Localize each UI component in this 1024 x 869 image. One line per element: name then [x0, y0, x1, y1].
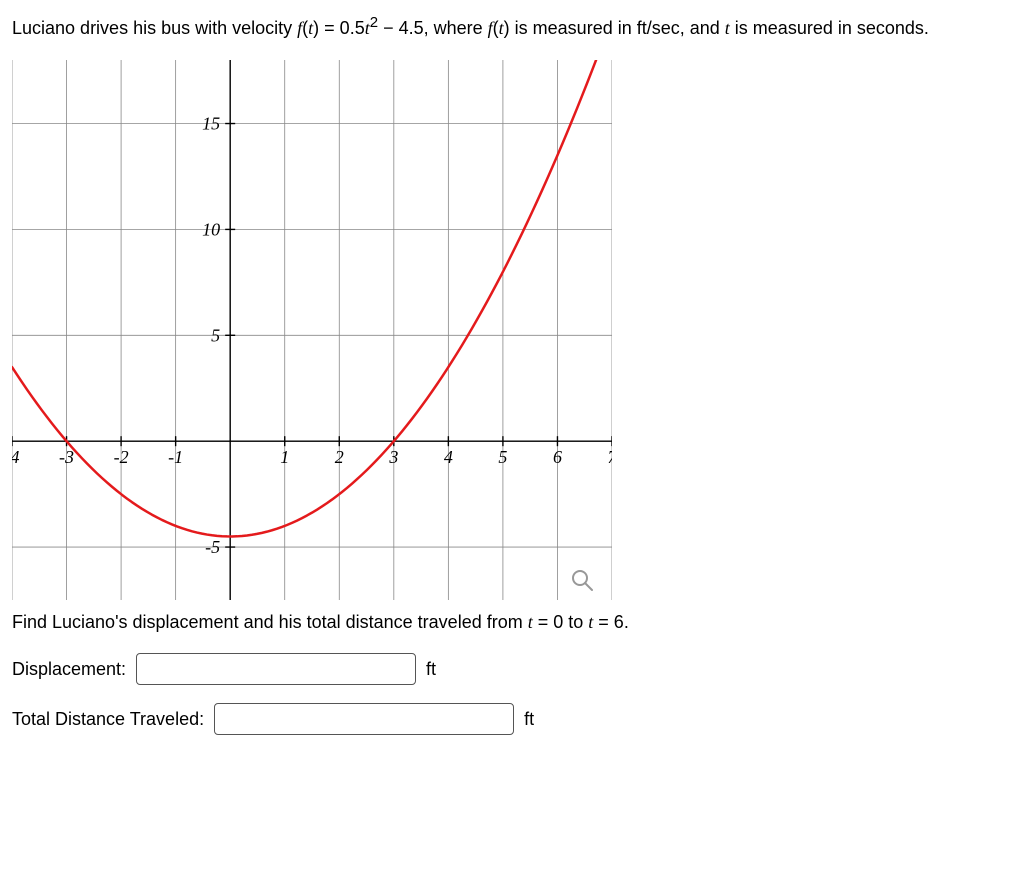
svg-text:2: 2 — [335, 447, 344, 467]
problem-statement: Luciano drives his bus with velocity f(t… — [12, 12, 1012, 42]
svg-text:1: 1 — [280, 447, 289, 467]
svg-text:7: 7 — [608, 447, 613, 467]
distance-row: Total Distance Traveled: ft — [12, 703, 1012, 735]
search-icon[interactable] — [570, 568, 594, 592]
velocity-chart: -4 -3 -2 -1 1 2 3 4 5 6 7 -5 5 10 15 — [12, 60, 612, 600]
displacement-row: Displacement: ft — [12, 653, 1012, 685]
svg-text:4: 4 — [444, 447, 453, 467]
distance-unit: ft — [524, 709, 534, 730]
svg-text:-5: -5 — [205, 537, 220, 557]
svg-text:5: 5 — [498, 447, 507, 467]
svg-text:10: 10 — [202, 219, 220, 239]
svg-text:3: 3 — [388, 447, 398, 467]
displacement-unit: ft — [426, 659, 436, 680]
svg-text:-4: -4 — [12, 447, 20, 467]
displacement-label: Displacement: — [12, 659, 126, 680]
distance-input[interactable] — [214, 703, 514, 735]
distance-label: Total Distance Traveled: — [12, 709, 204, 730]
displacement-input[interactable] — [136, 653, 416, 685]
svg-text:15: 15 — [202, 114, 220, 134]
svg-text:5: 5 — [211, 325, 220, 345]
svg-text:6: 6 — [553, 447, 562, 467]
svg-text:-3: -3 — [59, 447, 74, 467]
svg-text:-1: -1 — [168, 447, 183, 467]
question-text: Find Luciano's displacement and his tota… — [12, 612, 1012, 633]
svg-text:-2: -2 — [114, 447, 129, 467]
